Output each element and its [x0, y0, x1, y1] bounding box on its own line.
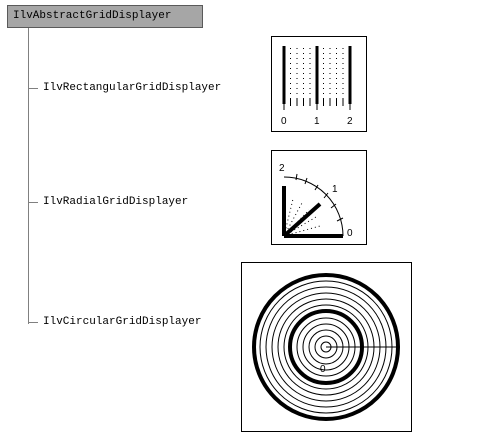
rect-tick-label-0: 0: [281, 116, 287, 127]
rectangular-grid-displayer-label: IlvRectangularGridDisplayer: [43, 82, 222, 94]
rect-dotted-minor-lines: [290, 48, 344, 98]
circular-tick-label-0: 0: [320, 364, 326, 375]
rect-thin-lines: [283, 98, 351, 110]
radial-tick-marks: [295, 173, 344, 222]
radial-tick-label-2: 2: [279, 163, 285, 174]
circular-grid-illustration: 0: [241, 262, 412, 432]
branch-connector-circular: [28, 322, 38, 323]
branch-connector-radial: [28, 202, 38, 203]
radial-outer-arc: [283, 176, 344, 237]
radial-tick-label-0: 0: [347, 228, 353, 239]
rect-thick-lines: [282, 46, 352, 104]
radial-thick-lines: [282, 186, 343, 238]
root-class-box: IlvAbstractGridDisplayer: [7, 5, 203, 28]
rect-tick-label-2: 2: [347, 116, 353, 127]
rect-tick-label-1: 1: [314, 116, 320, 127]
radial-tick-label-1: 1: [332, 184, 338, 195]
hierarchy-trunk-line: [28, 28, 29, 324]
radial-grid-illustration: 0 1 2: [271, 150, 367, 245]
circular-grid-displayer-label: IlvCircularGridDisplayer: [43, 316, 202, 328]
radial-grid-displayer-label: IlvRadialGridDisplayer: [43, 196, 189, 208]
branch-connector-rectangular: [28, 88, 38, 89]
rectangular-grid-illustration: 0 1 2: [271, 36, 367, 132]
